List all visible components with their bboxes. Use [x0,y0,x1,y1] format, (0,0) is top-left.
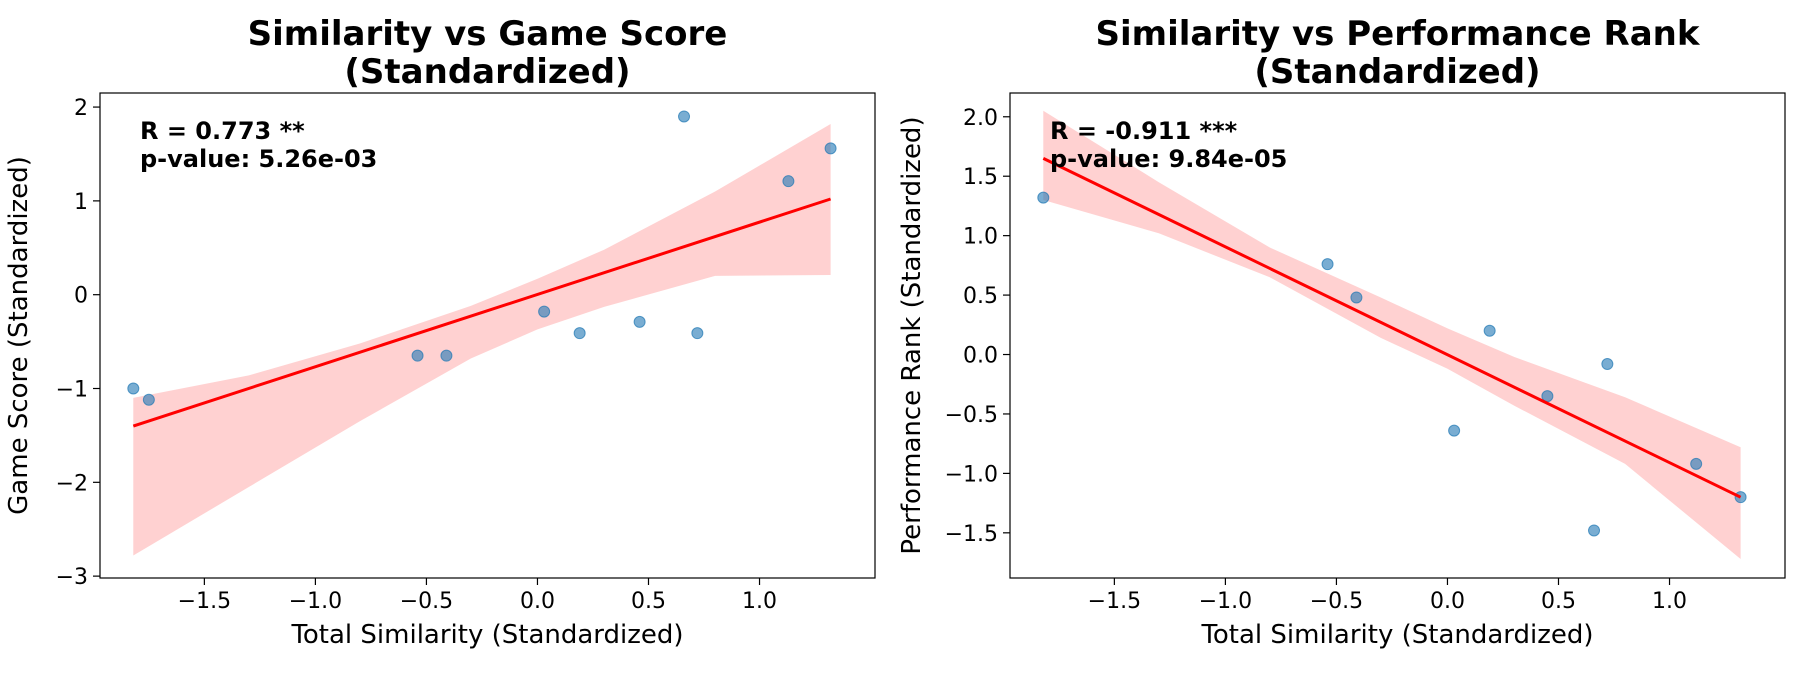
regression-line [132,197,832,428]
data-point [1601,358,1614,371]
y-tick-label: 1.0 [963,225,998,250]
x-tick-label: −0.5 [1310,589,1363,614]
y-tick-label: −1.0 [945,462,998,487]
data-point [824,142,837,155]
y-tick-label: 0.5 [963,284,998,309]
y-tick-label: −0.5 [945,403,998,428]
regression-line [1042,157,1742,499]
stats-annotation-line: p-value: 9.84e-05 [1050,145,1287,173]
data-point [127,382,140,395]
data-point [1588,524,1601,537]
x-tick-label: −0.5 [400,589,453,614]
data-point [1350,291,1363,304]
y-tick-label: 2.0 [963,106,998,131]
y-tick-label: 0 [74,284,88,309]
x-tick-label: −1.5 [178,589,231,614]
y-tick-label: −2 [56,471,88,496]
y-tick-label: 2 [74,96,88,121]
y-tick-label: −3 [56,565,88,590]
y-axis-label: Performance Rank (Standardized) [897,116,927,554]
data-point [440,349,453,362]
y-tick-label: 1.5 [963,165,998,190]
data-point [1037,191,1050,204]
data-point [573,327,586,340]
y-axis-label: Game Score (Standardized) [4,156,34,515]
chart-title-line: (Standardized) [344,52,630,92]
data-point [1541,390,1554,403]
chart-panel-1: Similarity vs Game Score(Standardized) −1… [4,14,876,650]
x-tick-label: −1.0 [1199,589,1252,614]
chart-title-line: Similarity vs Game Score [248,14,728,54]
stats-annotation-line: R = 0.773 ** [140,117,305,145]
data-point [678,110,691,123]
data-point [142,393,155,406]
x-axis-label: Total Similarity (Standardized) [1200,620,1593,650]
x-tick-label: 0.0 [1430,589,1465,614]
x-tick-label: 1.0 [1652,589,1687,614]
stats-annotation-line: R = -0.911 *** [1050,117,1238,145]
confidence-band [1043,110,1741,560]
x-axis-label: Total Similarity (Standardized) [290,620,683,650]
plot-frame [99,92,876,579]
x-tick-label: 0.5 [631,589,666,614]
x-tick-label: 0.0 [520,589,555,614]
plot-frame [1009,92,1786,579]
data-point [782,175,795,188]
chart-title-line: Similarity vs Performance Rank [1096,14,1701,54]
data-point [633,315,646,328]
x-tick-label: −1.0 [289,589,342,614]
y-tick-label: 0.0 [963,344,998,369]
data-point [411,349,424,362]
data-point [1448,424,1461,437]
y-tick-label: −1 [56,378,88,403]
chart-panel-2: Similarity vs Performance Rank(Standardi… [897,14,1786,650]
x-tick-label: 1.0 [742,589,777,614]
stats-annotation-line: p-value: 5.26e-03 [140,145,377,173]
y-tick-label: 1 [74,190,88,215]
y-tick-label: −1.5 [945,522,998,547]
data-point [1321,258,1334,271]
x-tick-label: 0.5 [1541,589,1576,614]
data-point [1690,457,1703,470]
x-tick-label: −1.5 [1088,589,1141,614]
confidence-band [133,124,831,556]
data-point [538,305,551,318]
data-point [1483,324,1496,337]
chart-title-line: (Standardized) [1254,52,1540,92]
data-point [691,327,704,340]
